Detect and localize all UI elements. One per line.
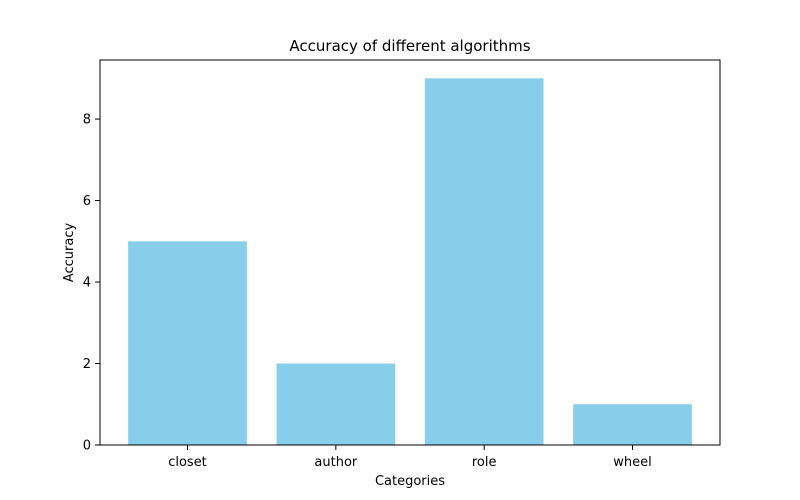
y-axis-title: Accuracy xyxy=(62,223,77,283)
y-tick-label: 0 xyxy=(83,439,91,454)
bar-closet xyxy=(128,241,247,445)
plot-frame xyxy=(99,59,721,446)
bar-author xyxy=(276,363,396,445)
bar-role xyxy=(424,78,544,445)
bar-wheel xyxy=(573,404,692,445)
y-tick-label: 8 xyxy=(83,113,91,128)
y-tick-label: 4 xyxy=(83,276,91,291)
x-axis-title: Categories xyxy=(375,474,445,489)
y-tick-label: 6 xyxy=(83,194,91,209)
bars-layer xyxy=(128,78,692,445)
x-tick-label: wheel xyxy=(613,455,651,470)
x-tick-label: author xyxy=(314,455,357,470)
x-tick-label: role xyxy=(472,455,497,470)
y-tick-label: 2 xyxy=(83,357,91,372)
x-tick-label: closet xyxy=(168,455,207,470)
y-axis: 0 2 4 6 8 xyxy=(83,113,100,454)
x-axis: closet author role wheel xyxy=(168,445,652,470)
chart-title: Accuracy of different algorithms xyxy=(289,37,530,55)
